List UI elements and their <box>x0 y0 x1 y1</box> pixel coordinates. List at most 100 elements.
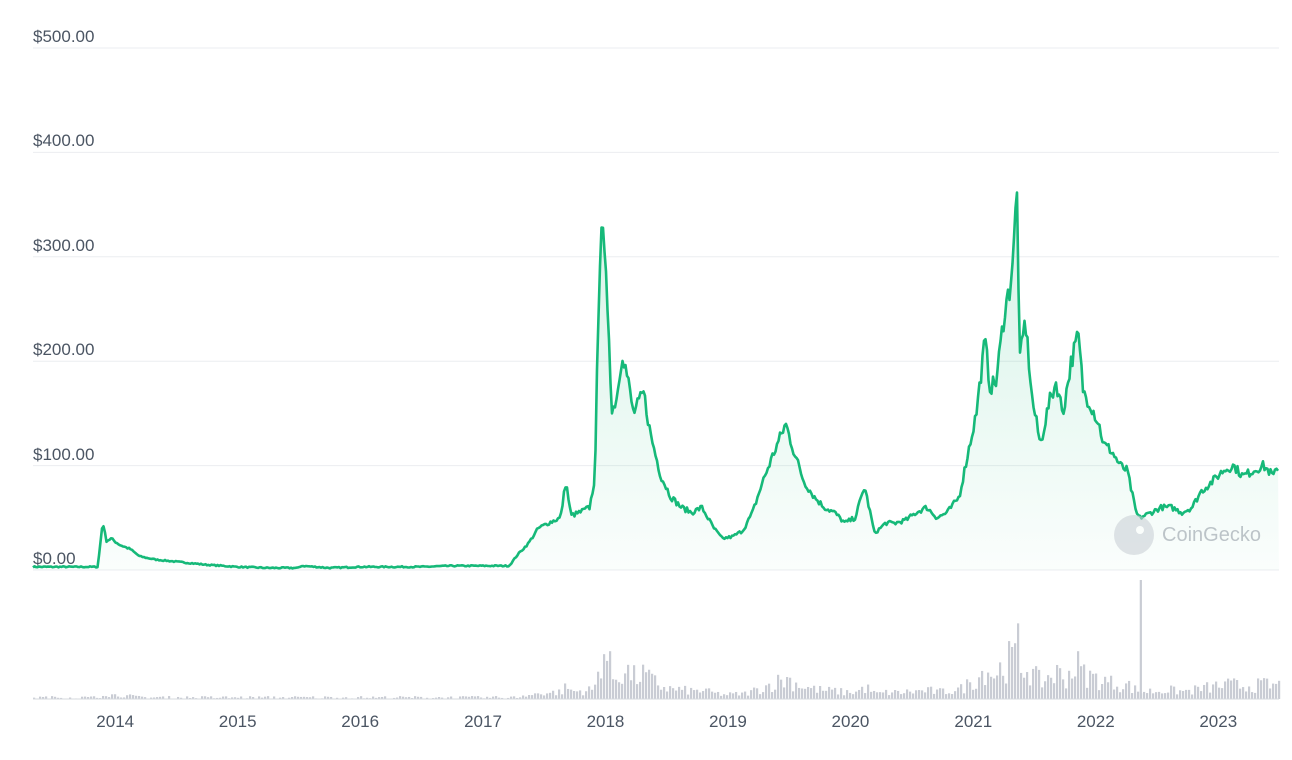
volume-bar <box>762 692 764 699</box>
volume-bar <box>549 693 551 699</box>
volume-bar <box>528 695 530 699</box>
volume-bar <box>690 688 692 699</box>
volume-bar <box>978 677 980 699</box>
volume-bar <box>822 691 824 699</box>
volume-bar <box>1143 692 1145 699</box>
volume-bar <box>699 693 701 699</box>
volume-bar <box>1275 684 1277 699</box>
volume-bar <box>1164 693 1166 699</box>
volume-bar <box>675 691 677 699</box>
volume-bar <box>1071 679 1073 699</box>
volume-bar <box>666 691 668 699</box>
volume-bar <box>1044 681 1046 699</box>
volume-bar <box>1236 680 1238 699</box>
volume-bar <box>1128 681 1130 699</box>
volume-bar <box>1203 685 1205 699</box>
volume-bar <box>954 691 956 699</box>
volume-bar <box>732 693 734 699</box>
volume-bar <box>801 688 803 699</box>
volume-bar <box>705 689 707 699</box>
volume-bar <box>912 693 914 699</box>
volume-bar <box>984 685 986 699</box>
volume-bar <box>1080 666 1082 699</box>
price-area <box>33 193 1279 571</box>
volume-bar <box>741 693 743 699</box>
volume-bar <box>1050 678 1052 699</box>
x-tick-label: 2018 <box>587 712 625 732</box>
volume-bar <box>1206 682 1208 699</box>
volume-bar <box>927 687 929 699</box>
volume-bar <box>564 683 566 699</box>
volume-bar <box>558 689 560 699</box>
volume-bar <box>1089 671 1091 699</box>
volume-bar <box>609 651 611 699</box>
volume-bar <box>729 692 731 699</box>
volume-bar <box>585 691 587 699</box>
volume-bar <box>1233 678 1235 699</box>
y-tick-label: $0.00 <box>33 549 76 569</box>
volume-bar <box>687 695 689 699</box>
volume-bar <box>1158 692 1160 699</box>
volume-bar <box>777 675 779 699</box>
volume-bar <box>993 678 995 699</box>
volume-bar <box>987 673 989 699</box>
volume-bar <box>765 685 767 699</box>
volume-bar <box>963 693 965 699</box>
volume-bar <box>1215 682 1217 699</box>
volume-bar <box>744 692 746 699</box>
x-tick-label: 2017 <box>464 712 502 732</box>
volume-bar <box>945 694 947 699</box>
volume-bar <box>588 686 590 699</box>
volume-bar <box>969 682 971 699</box>
volume-bar <box>543 695 545 699</box>
volume-bar <box>1131 693 1133 699</box>
volume-bar <box>642 665 644 699</box>
volume-bar <box>957 687 959 699</box>
volume-bar <box>816 693 818 699</box>
volume-bar <box>828 687 830 699</box>
volume-bar <box>774 690 776 699</box>
volume-bar <box>1011 647 1013 699</box>
volume-bar <box>555 695 557 699</box>
volume-bar <box>813 686 815 699</box>
volume-bar <box>1257 678 1259 699</box>
volume-bar <box>951 694 953 699</box>
volume-bar <box>1242 687 1244 699</box>
volume-bar <box>990 677 992 699</box>
volume-bar <box>672 688 674 699</box>
volume-bar <box>798 688 800 699</box>
volume-bar <box>1116 687 1118 699</box>
coingecko-watermark: CoinGecko <box>1114 515 1261 555</box>
volume-bar <box>1182 691 1184 699</box>
volume-bar <box>1224 681 1226 699</box>
volume-bar <box>1209 693 1211 699</box>
volume-bar <box>1017 623 1019 699</box>
volume-bar <box>960 684 962 699</box>
volume-bar <box>819 686 821 699</box>
volume-bar <box>936 690 938 699</box>
volume-bar <box>1140 580 1142 699</box>
volume-bar <box>678 687 680 699</box>
volume-bar <box>891 692 893 699</box>
volume-bar <box>975 689 977 699</box>
volume-bar <box>651 674 653 699</box>
volume-bar <box>612 679 614 699</box>
volume-bar <box>1107 682 1109 699</box>
volume-bar <box>1176 694 1178 699</box>
volume-bar <box>768 684 770 699</box>
volume-bar <box>1077 651 1079 699</box>
volume-bar <box>1239 689 1241 699</box>
volume-bar <box>1032 669 1034 699</box>
volume-bar <box>780 680 782 699</box>
volume-bar <box>681 690 683 699</box>
x-tick-label: 2022 <box>1077 712 1115 732</box>
volume-bar <box>1122 689 1124 699</box>
volume-bar <box>1008 641 1010 699</box>
volume-bar <box>723 694 725 699</box>
volume-bar <box>639 682 641 699</box>
volume-bar <box>606 661 608 699</box>
watermark-text: CoinGecko <box>1162 524 1261 547</box>
volume-bar <box>576 691 578 699</box>
volume-bar <box>735 692 737 699</box>
volume-bar <box>552 691 554 699</box>
